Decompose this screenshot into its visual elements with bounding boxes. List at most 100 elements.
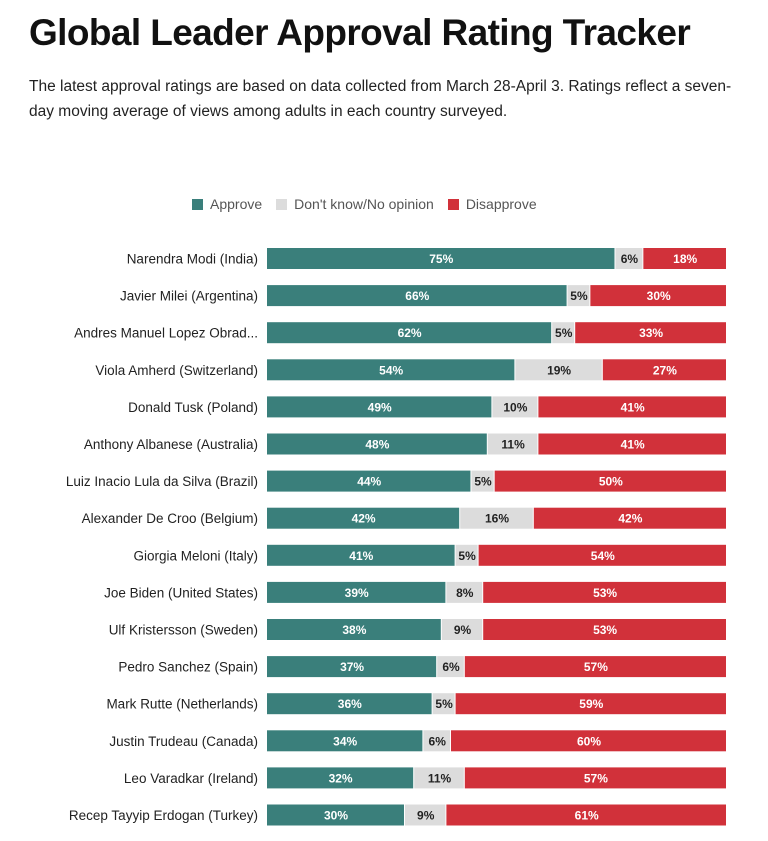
bar-row: Javier Milei (Argentina) 66% 5% 30% [120,285,726,307]
bar-segment-disapprove [446,804,726,826]
bar-row: Leo Varadkar (Ireland) 32% 11% 57% [124,767,726,789]
data-label-approve: 42% [352,512,376,526]
data-label-disapprove: 50% [599,475,623,489]
bar-segment-dont-know [432,693,455,715]
data-label-approve: 75% [429,252,453,266]
legend-item-dont-know: Don't know/No opinion [276,196,434,212]
bar-segment-dont-know [471,470,494,492]
bar-segment-disapprove [538,396,726,418]
data-label-approve: 37% [340,660,364,674]
chart-subtitle: The latest approval ratings are based on… [29,78,732,120]
bar-segment-dont-know [437,656,464,678]
data-label-dont-know: 11% [428,771,452,785]
data-label-disapprove: 41% [621,400,645,414]
bar-segment-dont-know [567,285,590,307]
data-label-dont-know: 5% [435,697,453,711]
bar-row: Viola Amherd (Switzerland) 54% 19% 27% [95,359,726,381]
legend-item-disapprove: Disapprove [447,196,537,212]
data-label-disapprove: 61% [575,809,599,823]
bar-segment-disapprove [464,767,726,789]
data-label-disapprove: 57% [584,660,608,674]
data-label-approve: 66% [405,289,429,303]
bar-segment-disapprove [575,322,726,344]
data-label-dont-know: 8% [456,586,474,600]
bar-segment-approve [267,581,446,603]
category-label: Alexander De Croo (Belgium) [82,511,258,526]
data-label-dont-know: 10% [503,400,527,414]
bar-segment-disapprove [533,507,726,529]
category-label: Narendra Modi (India) [127,252,258,267]
legend-label-dont-know: Don't know/No opinion [294,196,434,212]
bar-segment-disapprove [538,433,726,455]
data-label-dont-know: 11% [501,438,525,452]
data-label-dont-know: 6% [442,660,460,674]
data-label-disapprove: 60% [577,734,601,748]
bar-segment-approve [267,730,423,752]
data-label-dont-know: 5% [474,475,492,489]
category-label: Pedro Sanchez (Spain) [118,660,258,675]
data-label-dont-know: 5% [570,289,588,303]
legend-label-disapprove: Disapprove [465,196,537,212]
category-label: Joe Biden (United States) [104,585,258,600]
data-label-approve: 39% [345,586,369,600]
data-label-dont-know: 19% [547,363,571,377]
legend-label-approve: Approve [210,196,263,212]
bar-segment-dont-know [441,619,483,640]
data-label-dont-know: 9% [417,809,435,823]
bar-segment-disapprove [494,470,726,492]
data-label-approve: 44% [357,475,381,489]
bar-row: Justin Trudeau (Canada) 34% 6% 60% [109,730,726,752]
data-label-dont-know: 5% [555,326,573,340]
category-label: Javier Milei (Argentina) [120,289,258,304]
bar-segment-dont-know [446,581,483,603]
bar-row: Luiz Inacio Lula da Silva (Brazil) 44% 5% 5… [66,470,726,492]
bar-segment-approve [267,396,492,418]
bar-segment-disapprove [451,730,726,752]
data-label-dont-know: 16% [485,512,509,526]
data-label-disapprove: 57% [584,771,608,785]
bar-segment-disapprove [455,693,726,715]
bar-segment-dont-know [552,322,575,344]
category-label: Ulf Kristersson (Sweden) [109,623,258,638]
bar-segment-dont-know [615,248,643,269]
data-label-dont-know: 6% [621,252,639,266]
legend: Approve Don't know/No opinion Disapprove [192,196,551,212]
data-label-disapprove: 30% [647,289,671,303]
bar-row: Recep Tayyip Erdogan (Turkey) 30% 9% 61% [69,804,726,826]
bar-segment-dont-know [515,359,602,381]
bar-segment-approve [267,248,615,269]
bar-segment-approve [267,767,414,789]
bar-segment-dont-know [460,507,533,529]
bar-segment-approve [267,544,455,566]
data-label-disapprove: 42% [618,512,642,526]
bar-segment-approve [267,656,437,678]
bar-segment-disapprove [643,248,726,269]
bar-row: Andres Manuel Lopez Obrad... 62% 5% 33% [74,322,726,344]
bar-segment-approve [267,433,487,455]
legend-swatch-disapprove [447,198,459,210]
bar-row: Donald Tusk (Poland) 49% 10% 41% [128,396,726,418]
data-label-dont-know: 5% [458,549,476,563]
data-label-approve: 38% [342,623,366,637]
data-label-disapprove: 33% [639,326,663,340]
legend-item-approve: Approve [192,196,262,212]
bar-segment-approve [267,322,552,344]
category-label: Recep Tayyip Erdogan (Turkey) [69,808,258,823]
category-label: Justin Trudeau (Canada) [109,734,258,749]
chart-title: Global Leader Approval Rating Tracker [29,12,691,53]
bar-segment-approve [267,804,404,826]
category-label: Giorgia Meloni (Italy) [133,548,258,563]
data-label-disapprove: 53% [593,586,617,600]
bar-segment-disapprove [483,619,726,640]
data-label-approve: 48% [365,438,389,452]
data-label-dont-know: 9% [454,623,472,637]
category-label: Donald Tusk (Poland) [128,400,258,415]
data-label-approve: 41% [349,549,373,563]
bar-segment-dont-know [414,767,464,789]
bar-row: Mark Rutte (Netherlands) 36% 5% 59% [106,693,726,715]
bar-segment-disapprove [590,285,726,307]
data-label-disapprove: 59% [579,697,603,711]
bar-row: Joe Biden (United States) 39% 8% 53% [104,581,726,603]
bar-row: Giorgia Meloni (Italy) 41% 5% 54% [133,544,726,566]
